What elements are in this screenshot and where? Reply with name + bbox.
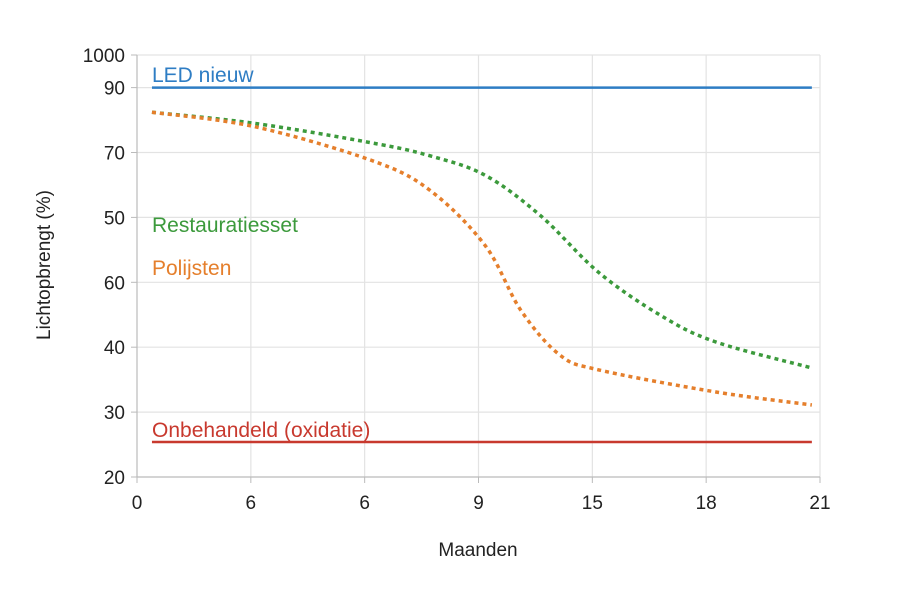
series-label-restauratiesset: Restauratiesset — [152, 214, 298, 237]
series-line-1 — [151, 110, 813, 370]
x-tick-label: 0 — [132, 493, 143, 514]
y-tick-label: 50 — [104, 208, 125, 229]
y-tick-label: 30 — [104, 403, 125, 424]
x-tick-label: 9 — [473, 493, 484, 514]
series-labels: LED nieuw Restauratiesset Polijsten Onbe… — [152, 64, 370, 442]
y-tick-label: 70 — [104, 144, 125, 165]
series-label-led: LED nieuw — [152, 64, 254, 87]
y-tick-label: 40 — [104, 338, 125, 359]
series-label-onbehandeld: Onbehandeld (oxidatie) — [152, 419, 370, 442]
x-tick-label: 6 — [246, 493, 257, 514]
series-group — [151, 86, 813, 444]
y-tick-label: 90 — [104, 79, 125, 100]
grid — [137, 54, 821, 477]
series-label-polijsten: Polijsten — [152, 257, 231, 280]
x-tick-label: 6 — [359, 493, 370, 514]
x-tick-label: 15 — [582, 493, 603, 514]
y-tick-label: 60 — [104, 273, 125, 294]
y-tick-label: 20 — [104, 468, 125, 489]
x-axis-label: Maanden — [438, 540, 517, 561]
y-tick-label: 1000 — [83, 46, 125, 67]
x-tick-label: 21 — [809, 493, 830, 514]
axes: 20 30 40 60 50 70 90 1000 0 6 6 9 15 18 21 — [83, 46, 831, 514]
series-line-2 — [151, 110, 813, 407]
x-tick-label: 18 — [696, 493, 717, 514]
y-axis-label: Lichtopbrengt (%) — [34, 190, 55, 340]
